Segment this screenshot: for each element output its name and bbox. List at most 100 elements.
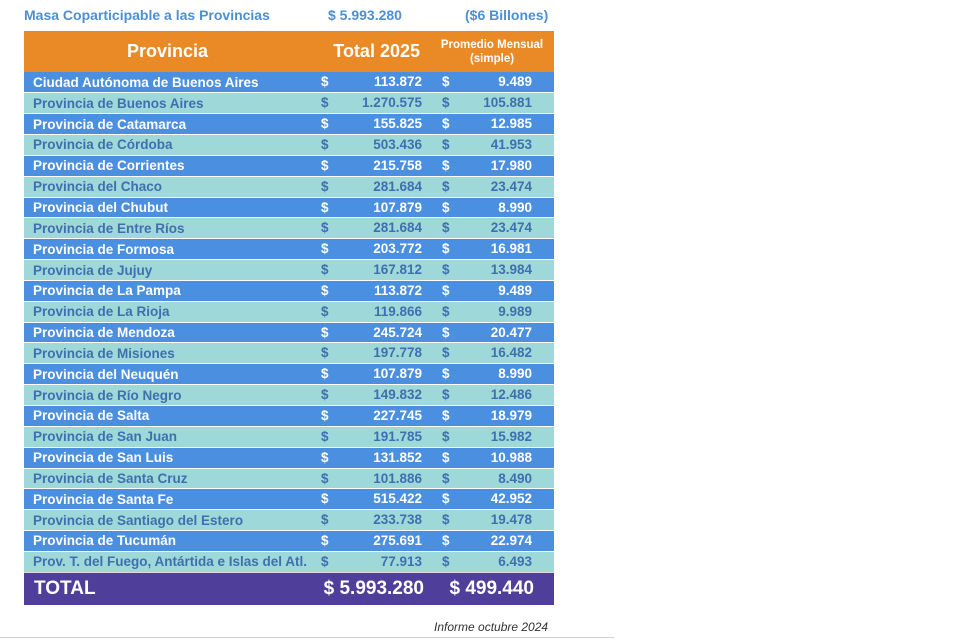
currency-symbol: $ [442,428,450,444]
total-cell: $197.778 [311,342,430,365]
province-name: Provincia de Formosa [24,238,311,261]
total-amount: 503.436 [373,137,422,153]
table-row: Provincia de La Rioja $119.866 $9.989 [24,301,554,323]
promedio-cell: $23.474 [430,217,554,240]
promedio-cell: $10.988 [430,447,554,469]
total-amount: 119.866 [373,303,422,319]
promedio-amount: 12.486 [490,387,532,403]
currency-symbol: $ [321,533,329,549]
currency-symbol: $ [321,387,329,403]
currency-symbol: $ [321,512,329,528]
table-row: Provincia de Buenos Aires $1.270.575 $105.… [24,92,554,115]
currency-symbol: $ [321,262,329,278]
promedio-cell: $16.482 [430,342,554,365]
currency-symbol: $ [321,116,329,132]
currency-symbol: $ [442,199,450,215]
total-label: TOTAL [24,572,311,605]
total-cell: $107.879 [311,197,430,219]
table-row: Provincia del Neuquén $107.879 $8.990 [24,363,554,386]
province-name: Provincia de Misiones [24,342,311,365]
currency-symbol: $ [321,178,329,194]
currency-symbol: $ [442,241,450,257]
province-name: Provincia del Chaco [24,176,311,198]
promedio-amount: 20.477 [490,324,532,340]
promedio-amount: 19.478 [490,512,532,528]
promedio-cell: $22.974 [430,530,554,552]
total-cell: $149.832 [311,384,430,406]
table-row: Provincia de Misiones $197.778 $16.482 [24,342,554,365]
promedio-cell: $8.990 [430,363,554,386]
promedio-cell: $9.489 [430,72,554,94]
table-row: Provincia de Salta $227.745 $18.979 [24,405,554,427]
province-name: Provincia de Córdoba [24,134,311,156]
total-cell: $515.422 [311,488,430,511]
table-row: Provincia de Catamarca $155.825 $12.985 [24,113,554,136]
total-cell: $245.724 [311,322,430,344]
currency-symbol: $ [442,178,450,194]
total-amount: 197.778 [373,345,422,361]
table-header-row: Provincia Total 2025 Promedio Mensual (s… [24,31,554,72]
province-name: Provincia de Santa Fe [24,488,311,511]
currency-symbol: $ [321,220,329,236]
promedio-amount: 16.981 [490,241,532,257]
promedio-amount: 9.489 [498,74,532,89]
total-amount: 281.684 [373,220,422,236]
currency-symbol: $ [321,345,329,361]
promedio-amount: 15.982 [490,428,532,444]
province-name: Provincia de Entre Ríos [24,217,311,240]
province-name: Provincia de Santiago del Estero [24,509,311,532]
total-cell: $191.785 [311,426,430,448]
total-cell: $119.866 [311,301,430,323]
total-cell: $1.270.575 [311,92,430,115]
total-amount: 167.812 [373,262,422,278]
province-name: Prov. T. del Fuego, Antártida e Islas de… [24,551,311,573]
total-amount: 1.270.575 [361,95,422,111]
table-row: Provincia del Chubut $107.879 $8.990 [24,197,554,219]
currency-symbol: $ [442,533,450,549]
total-value: $ 5.993.280 [311,572,430,605]
promedio-cell: $6.493 [430,551,554,573]
table-row: Provincia de Tucumán $275.691 $22.974 [24,530,554,552]
total-cell: $215.758 [311,155,430,177]
promedio-cell: $19.478 [430,509,554,532]
promedio-cell: $16.981 [430,238,554,261]
promedio-cell: $42.952 [430,488,554,511]
promedio-amount: 8.990 [498,199,532,215]
promedio-cell: $18.979 [430,405,554,427]
total-cell: $101.886 [311,468,430,490]
promedio-cell: $8.490 [430,468,554,490]
col-header-provincia: Provincia [24,31,311,72]
promedio-amount: 9.489 [498,282,532,298]
currency-symbol: $ [321,157,329,173]
currency-symbol: $ [442,116,450,132]
currency-symbol: $ [321,241,329,257]
currency-symbol: $ [321,137,329,153]
currency-symbol: $ [442,137,450,153]
currency-symbol: $ [442,366,450,382]
table-row: Prov. T. del Fuego, Antártida e Islas de… [24,551,554,573]
table-row: Provincia de Mendoza $245.724 $20.477 [24,322,554,344]
province-name: Provincia de Jujuy [24,259,311,281]
table-row: Provincia de San Luis $131.852 $10.988 [24,447,554,469]
province-name: Provincia de Corrientes [24,155,311,177]
bottom-divider [0,637,614,638]
promedio-cell: $20.477 [430,322,554,344]
total-cell: $275.691 [311,530,430,552]
province-name: Provincia de La Pampa [24,280,311,302]
currency-symbol: $ [321,449,329,465]
promedio-cell: $13.984 [430,259,554,281]
currency-symbol: $ [321,366,329,382]
promedio-amount: 10.988 [490,449,532,465]
currency-symbol: $ [321,428,329,444]
total-amount: 107.879 [373,366,422,382]
province-name: Provincia del Neuquén [24,363,311,386]
table-row: Provincia de Río Negro $149.832 $12.486 [24,384,554,406]
table-row: Ciudad Autónoma de Buenos Aires $113.872 $… [24,72,554,94]
total-cell: $131.852 [311,447,430,469]
currency-symbol: $ [442,262,450,278]
currency-symbol: $ [442,95,450,111]
promedio-cell: $9.489 [430,280,554,302]
promedio-amount: 23.474 [490,178,532,194]
currency-symbol: $ [442,324,450,340]
promedio-amount: 6.493 [498,553,532,569]
